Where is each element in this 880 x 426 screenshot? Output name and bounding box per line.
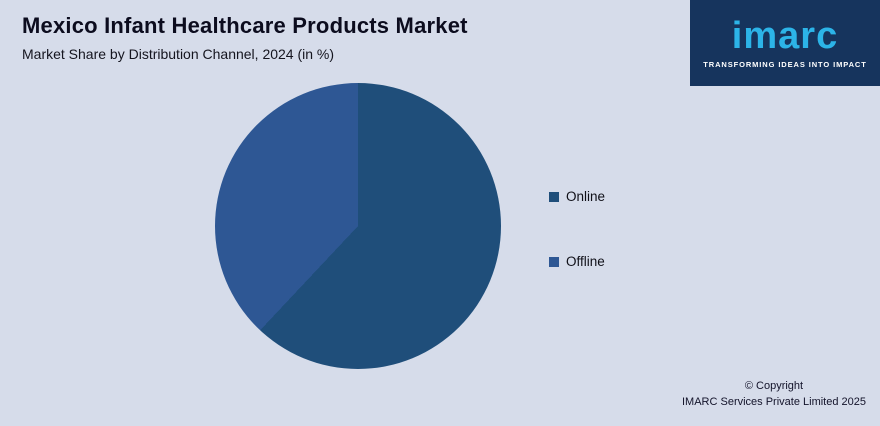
legend-item-offline: Offline	[549, 254, 605, 269]
copyright-line2: IMARC Services Private Limited 2025	[681, 396, 866, 409]
imarc-logo-tagline: TRANSFORMING IDEAS INTO IMPACT	[703, 60, 867, 69]
copyright-line1: © Copyright	[744, 380, 804, 393]
page-title: Mexico Infant Healthcare Products Market	[22, 13, 468, 38]
legend-label-offline: Offline	[566, 254, 605, 269]
chart-header: Mexico Infant Healthcare Products Market…	[22, 13, 468, 62]
imarc-logo-text: imarc	[731, 15, 839, 57]
legend-item-online: Online	[549, 189, 605, 204]
imarc-logo: imarc TRANSFORMING IDEAS INTO IMPACT	[690, 0, 880, 86]
pie-chart	[215, 83, 501, 369]
legend-swatch-online	[549, 191, 559, 202]
chart-legend: Online Offline	[549, 189, 605, 269]
legend-swatch-offline	[549, 256, 559, 267]
chart-subtitle: Market Share by Distribution Channel, 20…	[22, 46, 335, 62]
copyright: © Copyright IMARC Services Private Limit…	[682, 379, 866, 411]
legend-label-online: Online	[566, 189, 606, 204]
